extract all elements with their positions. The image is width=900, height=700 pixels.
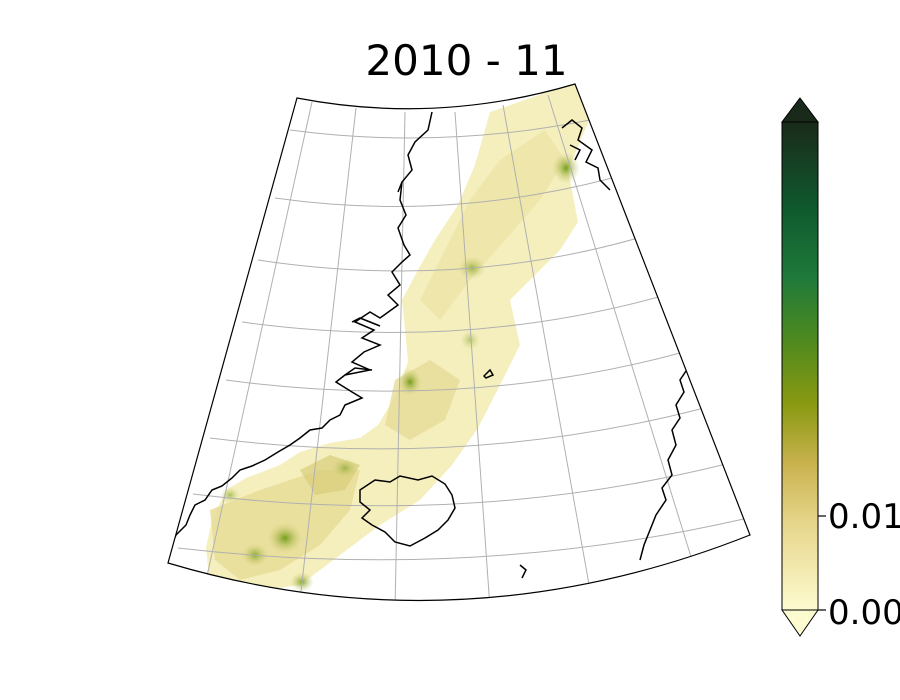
latitude-gridlines <box>177 119 749 561</box>
colorbar-tick-label-high: 0.01 <box>828 497 900 537</box>
map-panel <box>168 84 750 601</box>
longitude-gridlines <box>204 94 693 601</box>
map-title: 2010 - 11 <box>365 36 568 85</box>
map-boundary <box>167 83 751 602</box>
iceland-outline <box>359 475 456 547</box>
colorbar-tick-label-low: 0.00 <box>828 593 900 633</box>
colorbar: 0.01 0.00 <box>781 97 900 637</box>
coastlines <box>168 111 689 579</box>
